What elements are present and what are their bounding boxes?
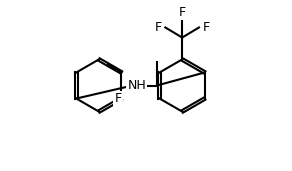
Text: NH: NH: [127, 79, 146, 92]
Text: F: F: [179, 6, 186, 19]
Text: F: F: [155, 21, 162, 34]
Text: F: F: [114, 92, 122, 105]
Text: F: F: [202, 21, 209, 34]
